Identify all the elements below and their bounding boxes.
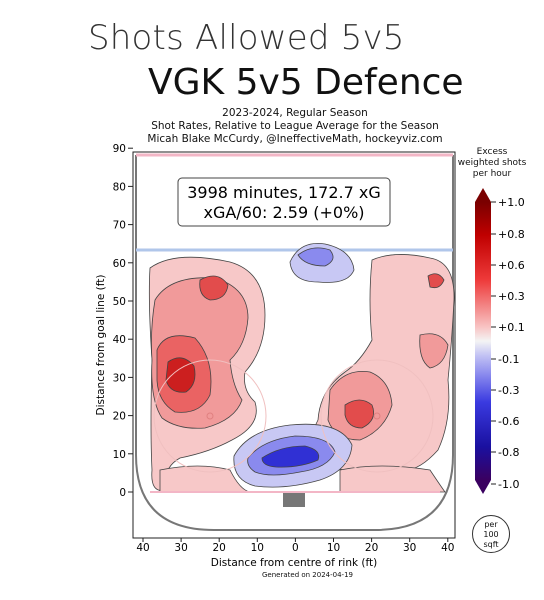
per-badge-line-3: sqft [483,540,499,549]
subtitle-author: Micah Blake McCurdy, @IneffectiveMath, h… [147,133,443,145]
colorbar-tick-label: -1.0 [498,478,519,491]
colorbar-tick-label: -0.8 [498,446,519,459]
x-tick-label: 30 [174,542,187,554]
right-faceoff-dot [373,412,381,420]
goal-net [283,493,305,507]
right-circle-peak-contour [344,399,375,429]
x-tick-label: 10 [327,542,340,554]
per-badge-line-1: per [484,520,498,529]
per-badge-line-2: 100 [483,530,499,539]
y-tick-label: 50 [113,296,126,308]
colorbar-tick-label: -0.3 [498,384,519,397]
left-faceoff-circle [153,359,267,473]
right-faceoff-circle [320,359,434,473]
colorbar-tick-label: -0.6 [498,415,519,428]
colorbar [475,202,491,480]
left-upper-peak-contour [199,275,229,301]
y-tick-label: 80 [113,181,126,193]
colorbar-title-line-1: Excess [476,147,508,157]
generated-date: Generated on 2024-04-19 [262,571,353,579]
y-tick-label: 20 [113,411,126,423]
right-low-contour [339,465,446,493]
colorbar-title-line-3: per hour [472,169,512,179]
heatmap-deficit-regions [233,243,355,488]
subtitle-season: 2023-2024, Regular Season [222,107,368,119]
heatmap-excess-regions [148,254,455,493]
colorbar-tick-label: -0.1 [498,353,519,366]
colorbar-top-extend [475,188,491,202]
annotation-box [177,177,391,227]
y-tick-label: 70 [113,220,126,232]
colorbar-tick-label: +0.6 [498,259,525,272]
annotation-minutes-xg: 3998 minutes, 172.7 xG [187,183,381,202]
colorbar-tick-label: +0.1 [498,321,525,334]
x-tick-label: 40 [136,542,149,554]
y-tick-label: 90 [113,143,126,155]
x-tick-label: 40 [441,542,454,554]
x-tick-label: 30 [403,542,416,554]
y-tick-label: 0 [119,487,126,499]
per-100-sqft-badge: per 100 sqft [472,515,510,553]
rink-boards [135,155,454,531]
y-tick-label: 30 [113,372,126,384]
x-axis: 40 30 20 10 0 10 20 30 40 [136,538,454,554]
y-tick-label: 40 [113,334,126,346]
colorbar-tick-label: +0.3 [498,290,525,303]
x-axis-label: Distance from centre of rink (ft) [211,557,378,569]
blueline-inner-contour [297,247,334,267]
colorbar-title: Excess weighted shots per hour [456,147,528,180]
subtitle-description: Shot Rates, Relative to League Average f… [151,120,439,132]
colorbar-tick-label: +0.8 [498,228,525,241]
y-tick-label: 10 [113,449,126,461]
y-axis-label: Distance from goal line (ft) [95,275,107,416]
annotation-xga60: xGA/60: 2.59 (+0%) [203,203,364,222]
colorbar-bottom-extend [475,480,491,494]
y-tick-label: 60 [113,258,126,270]
x-tick-label: 20 [365,542,378,554]
colorbar-tick-label: +1.0 [498,196,525,209]
colorbar-title-line-2: weighted shots [457,158,527,168]
crease-inner-contour [261,445,320,468]
x-tick-label: 10 [251,542,264,554]
left-faceoff-dot [206,412,214,420]
chart-title: VGK 5v5 Defence [148,62,464,103]
right-upper-peak-contour [427,273,445,289]
right-point-mid-contour [419,333,449,369]
left-slot-peak-contour [165,357,196,393]
x-tick-label: 0 [292,542,299,554]
chart-supertitle: Shots Allowed 5v5 [88,18,405,58]
y-axis: 0 10 20 30 40 50 60 70 80 90 [113,143,133,499]
colorbar-ticks: +1.0 +0.8 +0.6 +0.3 +0.1 -0.1 -0.3 -0.6 -0.8 -1.0 [491,196,525,491]
x-tick-label: 20 [213,542,226,554]
